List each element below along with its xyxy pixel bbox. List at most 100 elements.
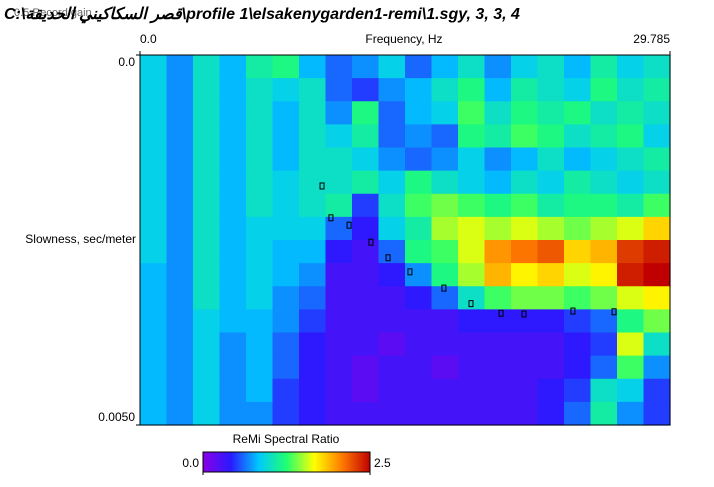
heat-cell [219,55,247,79]
heat-cell [325,286,353,310]
heat-cell [166,309,194,334]
heat-cell [246,193,274,218]
x-tick-label: 29.785 [633,32,670,46]
heat-cell [405,332,433,357]
heat-cell [166,147,194,172]
heat-cell [140,263,168,287]
heat-cell [272,147,300,172]
heat-cell [405,216,433,241]
heat-cell [325,55,353,79]
heat-cell [352,124,380,149]
heat-cell [246,355,274,380]
overlay-label: 0.5 Record gain [14,7,92,19]
heat-cell [246,240,274,264]
heat-cell [431,101,459,125]
heat-cell [537,263,565,287]
heat-cell [590,332,618,357]
heat-cell [564,332,592,357]
heat-cell [140,55,168,79]
heat-cell [219,124,247,149]
heat-cell [272,286,300,310]
heat-cell [378,216,406,241]
heat-cell [484,124,512,149]
heat-cell [537,332,565,357]
heat-cell [299,309,327,334]
heat-cell [458,378,486,403]
x-axis-label: Frequency, Hz [365,32,442,46]
heat-cell [643,309,671,334]
heat-cell [431,332,459,357]
y-tick-label: 0.0050 [98,410,135,424]
heat-cell [219,170,247,195]
heat-cell [643,401,671,426]
heat-cell [564,101,592,125]
heat-cell [352,286,380,310]
heat-cell [193,401,221,426]
heat-cell [643,101,671,125]
heat-cell [325,147,353,172]
colorbar-tick-label: 0.0 [182,456,199,470]
heat-cell [511,401,539,426]
heat-cell [564,263,592,287]
heat-cell [484,355,512,380]
plot-frame [139,54,671,426]
heat-cell [352,78,380,102]
heat-cell [219,286,247,310]
heat-cell [246,378,274,403]
heat-cell [537,355,565,380]
heat-cell [272,309,300,334]
heat-cell [484,401,512,426]
heat-cell [246,124,274,149]
heat-cell [590,263,618,287]
heat-cell [140,309,168,334]
pick-marker [521,310,527,318]
pick-marker [611,308,617,316]
heat-cell [537,401,565,426]
heat-cell [378,170,406,195]
heat-cell [325,263,353,287]
heat-cell [564,240,592,264]
heat-cell [458,55,486,79]
heat-cell [272,101,300,125]
heat-cell [352,55,380,79]
heat-cell [378,332,406,357]
heat-cell [431,147,459,172]
heat-cell [537,193,565,218]
heat-cell [431,193,459,218]
heat-cell [590,193,618,218]
colorbar-label: ReMi Spectral Ratio [233,432,340,446]
colorbar [202,451,371,473]
heat-cell [405,193,433,218]
heat-cell [537,78,565,102]
heat-cell [431,263,459,287]
pick-marker [441,284,447,292]
heat-cell [484,193,512,218]
heat-cell [193,332,221,357]
heat-cell [272,401,300,426]
heat-cell [246,309,274,334]
heat-cell [166,355,194,380]
heat-cell [511,355,539,380]
heat-cell [166,286,194,310]
heat-cell [405,401,433,426]
heat-cell [219,101,247,125]
heat-cell [325,309,353,334]
heat-cell [299,286,327,310]
heat-cell [643,78,671,102]
heat-cell [193,216,221,241]
heat-cell [458,401,486,426]
heat-cell [537,286,565,310]
heat-cell [537,55,565,79]
heat-cell [458,216,486,241]
heat-cell [193,286,221,310]
heat-cell [246,332,274,357]
heat-cell [511,170,539,195]
heat-cell [325,401,353,426]
heat-cell [405,78,433,102]
heat-cell [193,263,221,287]
heat-cell [405,240,433,264]
heat-cell [378,101,406,125]
heat-cell [431,78,459,102]
heat-cell [405,101,433,125]
